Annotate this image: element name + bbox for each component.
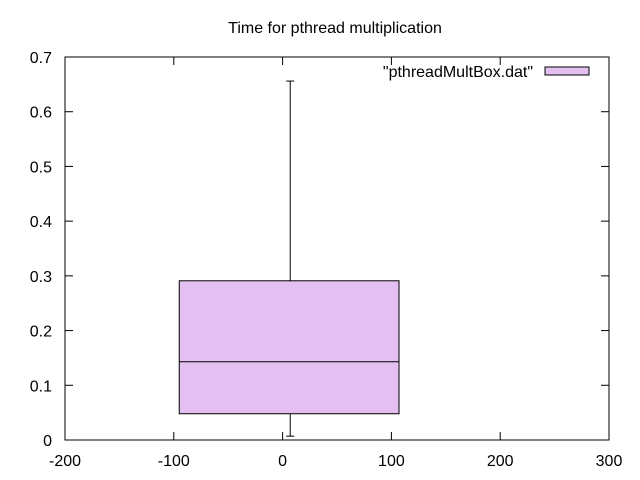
x-tick-label: -200 [49, 453, 81, 470]
y-tick-label: 0.5 [30, 159, 52, 176]
y-tick-label: 0.1 [30, 378, 52, 395]
x-tick-label: 0 [278, 453, 287, 470]
box-plots [178, 80, 400, 437]
chart-title: Time for pthread multiplication [228, 20, 442, 37]
x-tick-label: 300 [596, 453, 623, 470]
x-tick-label: 100 [378, 453, 405, 470]
legend-label: "pthreadMultBox.dat" [383, 64, 533, 81]
y-tick-label: 0.2 [30, 324, 52, 341]
y-tick-label: 0.6 [30, 105, 52, 122]
legend-swatch [544, 66, 590, 76]
y-tick-label: 0.4 [30, 214, 52, 231]
x-tick-label: -100 [158, 453, 190, 470]
y-tick-label: 0.3 [30, 269, 52, 286]
axes: 0 0.1 0.2 0.3 0.4 0.5 0.6 0.7 -200 -100 0 100 200 300 [30, 50, 623, 470]
x-tick-label: 200 [487, 453, 514, 470]
y-tick-label: 0 [43, 433, 52, 450]
legend: "pthreadMultBox.dat" [383, 64, 590, 81]
box-iqr [178, 280, 400, 415]
y-tick-label: 0.7 [30, 50, 52, 67]
plot-border [64, 56, 610, 441]
